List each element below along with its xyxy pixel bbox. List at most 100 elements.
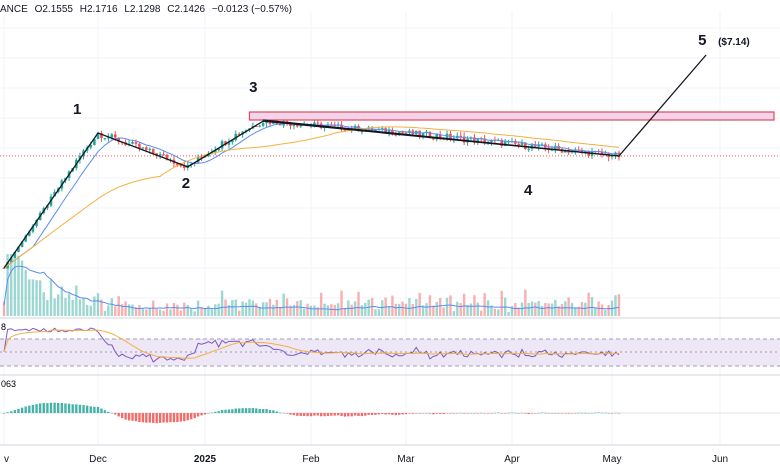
- volume-bar: [483, 293, 486, 316]
- volume-bar: [607, 304, 610, 316]
- macd-histogram-bar: [483, 413, 486, 414]
- volume-bar: [158, 309, 162, 316]
- macd-histogram-bar: [357, 413, 360, 416]
- macd-histogram-bar: [46, 403, 49, 413]
- volume-bar: [466, 304, 469, 316]
- volume-bar: [520, 302, 524, 316]
- volume-bar: [28, 279, 31, 316]
- candle-body: [176, 163, 179, 166]
- macd-histogram-bar: [445, 413, 449, 414]
- macd-histogram-bar: [82, 405, 85, 413]
- candle-body: [340, 124, 343, 130]
- volume-bar: [398, 303, 401, 316]
- macd-histogram-bar: [285, 413, 289, 414]
- macd-histogram-bar: [306, 413, 309, 417]
- candle-body: [131, 142, 134, 144]
- volume-bar: [176, 304, 179, 316]
- macd-histogram-bar: [537, 412, 540, 414]
- macd-histogram-bar: [435, 413, 438, 414]
- volume-bar: [13, 254, 17, 316]
- volume-bar: [234, 299, 237, 316]
- volume-bar: [60, 286, 64, 316]
- macd-histogram-bar: [398, 413, 401, 415]
- volume-ma-line: [3, 265, 620, 311]
- volume-bar: [169, 309, 172, 316]
- macd-histogram-bar: [272, 410, 275, 413]
- macd-histogram-bar: [456, 413, 459, 414]
- volume-bar: [227, 305, 231, 316]
- macd-histogram-bar: [176, 413, 179, 423]
- macd-histogram-bar: [587, 413, 590, 414]
- macd-histogram-bar: [442, 413, 445, 415]
- volume-bar: [103, 310, 107, 316]
- candle-body: [514, 141, 517, 144]
- volume-bar: [381, 300, 384, 316]
- volume-bar: [514, 302, 517, 316]
- macd-histogram-bar: [96, 406, 100, 413]
- volume-bar: [258, 306, 261, 316]
- macd-histogram-bar: [524, 413, 527, 414]
- candle-body: [432, 138, 435, 140]
- candle-body: [261, 123, 265, 126]
- macd-histogram-bar: [497, 412, 500, 414]
- macd-histogram-bar: [557, 413, 560, 414]
- macd-histogram-bar: [20, 407, 24, 413]
- candle-body: [220, 141, 224, 149]
- candle-body: [299, 124, 303, 127]
- rsi-line: [3, 327, 620, 363]
- macd-histogram-bar: [336, 413, 340, 416]
- volume-bar: [449, 295, 452, 316]
- volume-bar: [302, 308, 306, 316]
- volume-bar: [93, 296, 96, 316]
- volume-bar: [374, 309, 377, 316]
- candle-body: [24, 235, 27, 242]
- macd-histogram-bar: [131, 413, 134, 421]
- macd-histogram-bar: [377, 413, 381, 415]
- volume-bar: [96, 293, 100, 316]
- open-value: O2.1555: [34, 4, 73, 15]
- macd-histogram-bar: [452, 413, 456, 414]
- macd-histogram-bar: [38, 403, 42, 413]
- macd-histogram-bar: [530, 413, 534, 414]
- volume-bar: [306, 303, 309, 316]
- macd-histogram-bar: [486, 413, 490, 414]
- macd-histogram-bar: [323, 413, 326, 417]
- volume-bar: [343, 308, 347, 316]
- macd-histogram-bar: [374, 413, 377, 415]
- volume-bar: [155, 308, 158, 316]
- volume-bar: [309, 305, 313, 316]
- macd-histogram-bar: [364, 413, 367, 416]
- ma-slow-line: [3, 126, 620, 269]
- macd-histogram-bar: [340, 413, 343, 417]
- candle-body: [100, 133, 103, 139]
- macd-histogram-bar: [28, 405, 31, 413]
- x-tick-label: Feb: [302, 454, 320, 465]
- volume-bar: [323, 303, 326, 316]
- macd-histogram-bar: [124, 413, 127, 420]
- candle-body: [313, 122, 316, 126]
- volume-bar: [425, 303, 428, 316]
- volume-bar: [445, 297, 449, 316]
- macd-histogram-bar: [391, 413, 394, 415]
- macd-histogram-bar: [418, 413, 421, 414]
- macd-histogram-bar: [258, 408, 261, 413]
- macd-histogram-bar: [476, 413, 480, 414]
- macd-histogram-bar: [614, 412, 617, 414]
- macd-histogram-bar: [107, 411, 110, 413]
- candle-body: [401, 132, 404, 134]
- macd-histogram-bar: [60, 402, 64, 413]
- macd-histogram-bar: [343, 413, 347, 417]
- candle-body: [476, 138, 480, 143]
- candle-body: [141, 147, 145, 149]
- macd-histogram-bar: [584, 412, 587, 414]
- volume-bar: [78, 299, 82, 316]
- candle-body: [13, 251, 17, 258]
- volume-bar: [248, 299, 251, 316]
- macd-histogram-bar: [279, 412, 282, 414]
- macd-histogram-bar: [367, 413, 370, 415]
- candle-body: [93, 138, 96, 145]
- macd-histogram-bar: [2, 413, 6, 414]
- macd-histogram-bar: [141, 413, 145, 423]
- macd-histogram-bar: [574, 413, 577, 414]
